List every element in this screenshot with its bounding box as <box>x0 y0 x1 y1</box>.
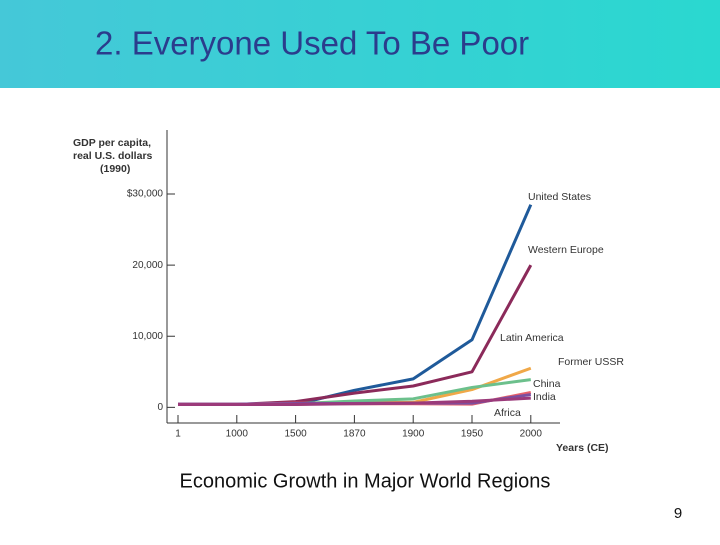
x-tick-label: 1950 <box>461 429 484 440</box>
x-tick-label: 1500 <box>284 429 307 440</box>
chart: GDP per capita, real U.S. dollars (1990)… <box>73 130 624 454</box>
series-line <box>178 204 533 407</box>
x-tick-label: 1 <box>175 429 181 440</box>
series-label: Former USSR <box>558 356 624 368</box>
series-label: Western Europe <box>528 244 604 256</box>
series-label: Latin America <box>500 332 564 344</box>
x-tick-label: 1000 <box>226 429 249 440</box>
page-number: 9 <box>674 505 682 522</box>
y-axis-label: (1990) <box>100 163 130 175</box>
series-line <box>177 264 533 407</box>
x-tick-label: 1900 <box>402 429 425 440</box>
y-tick-label: $30,000 <box>127 189 164 200</box>
x-tick-label: 2000 <box>520 429 543 440</box>
caption: Economic Growth in Major World Regions <box>180 470 551 492</box>
series-label: India <box>533 391 556 403</box>
y-tick-label: 10,000 <box>132 331 163 342</box>
series-label: Africa <box>494 407 521 419</box>
series-label: China <box>533 378 561 390</box>
y-tick-label: 20,000 <box>132 260 163 271</box>
y-axis-label: real U.S. dollars <box>73 150 153 162</box>
x-axis-label: Years (CE) <box>556 442 609 454</box>
slide-title: 2. Everyone Used To Be Poor <box>95 25 529 62</box>
y-tick-label: 0 <box>157 402 163 413</box>
series-label: United States <box>528 191 591 203</box>
x-tick-label: 1870 <box>343 429 366 440</box>
series-line <box>178 396 531 407</box>
y-axis-label: GDP per capita, <box>73 137 151 149</box>
header-band <box>0 0 720 88</box>
